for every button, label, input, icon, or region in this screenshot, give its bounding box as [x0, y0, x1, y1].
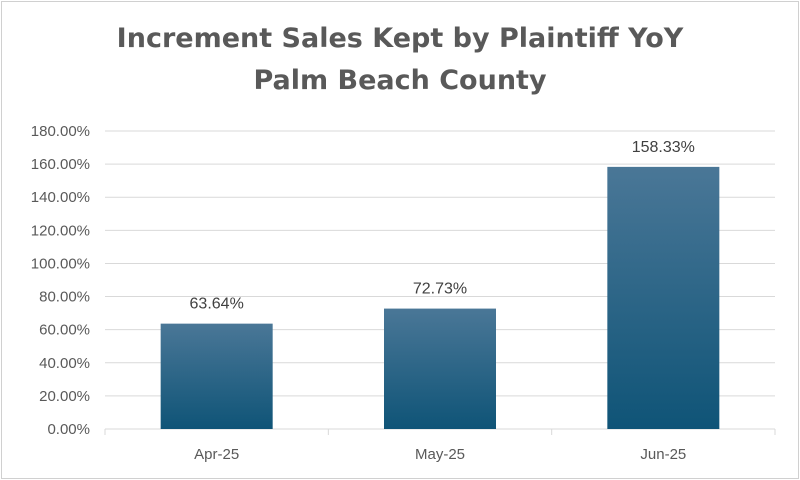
bar: [160, 323, 273, 429]
y-tick-label: 160.00%: [31, 156, 90, 173]
y-tick-label: 100.00%: [31, 255, 90, 272]
x-tick-label: Apr-25: [194, 446, 239, 463]
y-tick-label: 80.00%: [39, 289, 90, 306]
y-tick-label: 40.00%: [39, 355, 90, 372]
bars: [160, 166, 720, 429]
axes: [104, 428, 776, 435]
y-tick-label: 120.00%: [31, 222, 90, 239]
chart-subtitle: Palm Beach County: [253, 65, 547, 96]
bar: [384, 308, 496, 429]
x-tick-label: Jun-25: [640, 446, 686, 463]
y-tick-label: 180.00%: [31, 123, 90, 140]
data-label: 158.33%: [632, 139, 695, 156]
y-tick-label: 0.00%: [47, 421, 90, 438]
chart-title-block: Increment Sales Kept by Plaintiff YoY Pa…: [0, 18, 800, 102]
bar: [607, 166, 720, 429]
labels: 0.00% 20.00% 40.00% 60.00% 80.00% 100.00% 120.…: [31, 123, 695, 463]
y-tick-label: 60.00%: [39, 322, 90, 339]
chart-title: Increment Sales Kept by Plaintiff YoY: [116, 23, 684, 54]
y-tick-label: 140.00%: [31, 189, 90, 206]
data-label: 63.64%: [190, 296, 244, 313]
data-label: 72.73%: [413, 281, 467, 298]
y-tick-label: 20.00%: [39, 388, 90, 405]
x-tick-label: May-25: [415, 446, 465, 463]
